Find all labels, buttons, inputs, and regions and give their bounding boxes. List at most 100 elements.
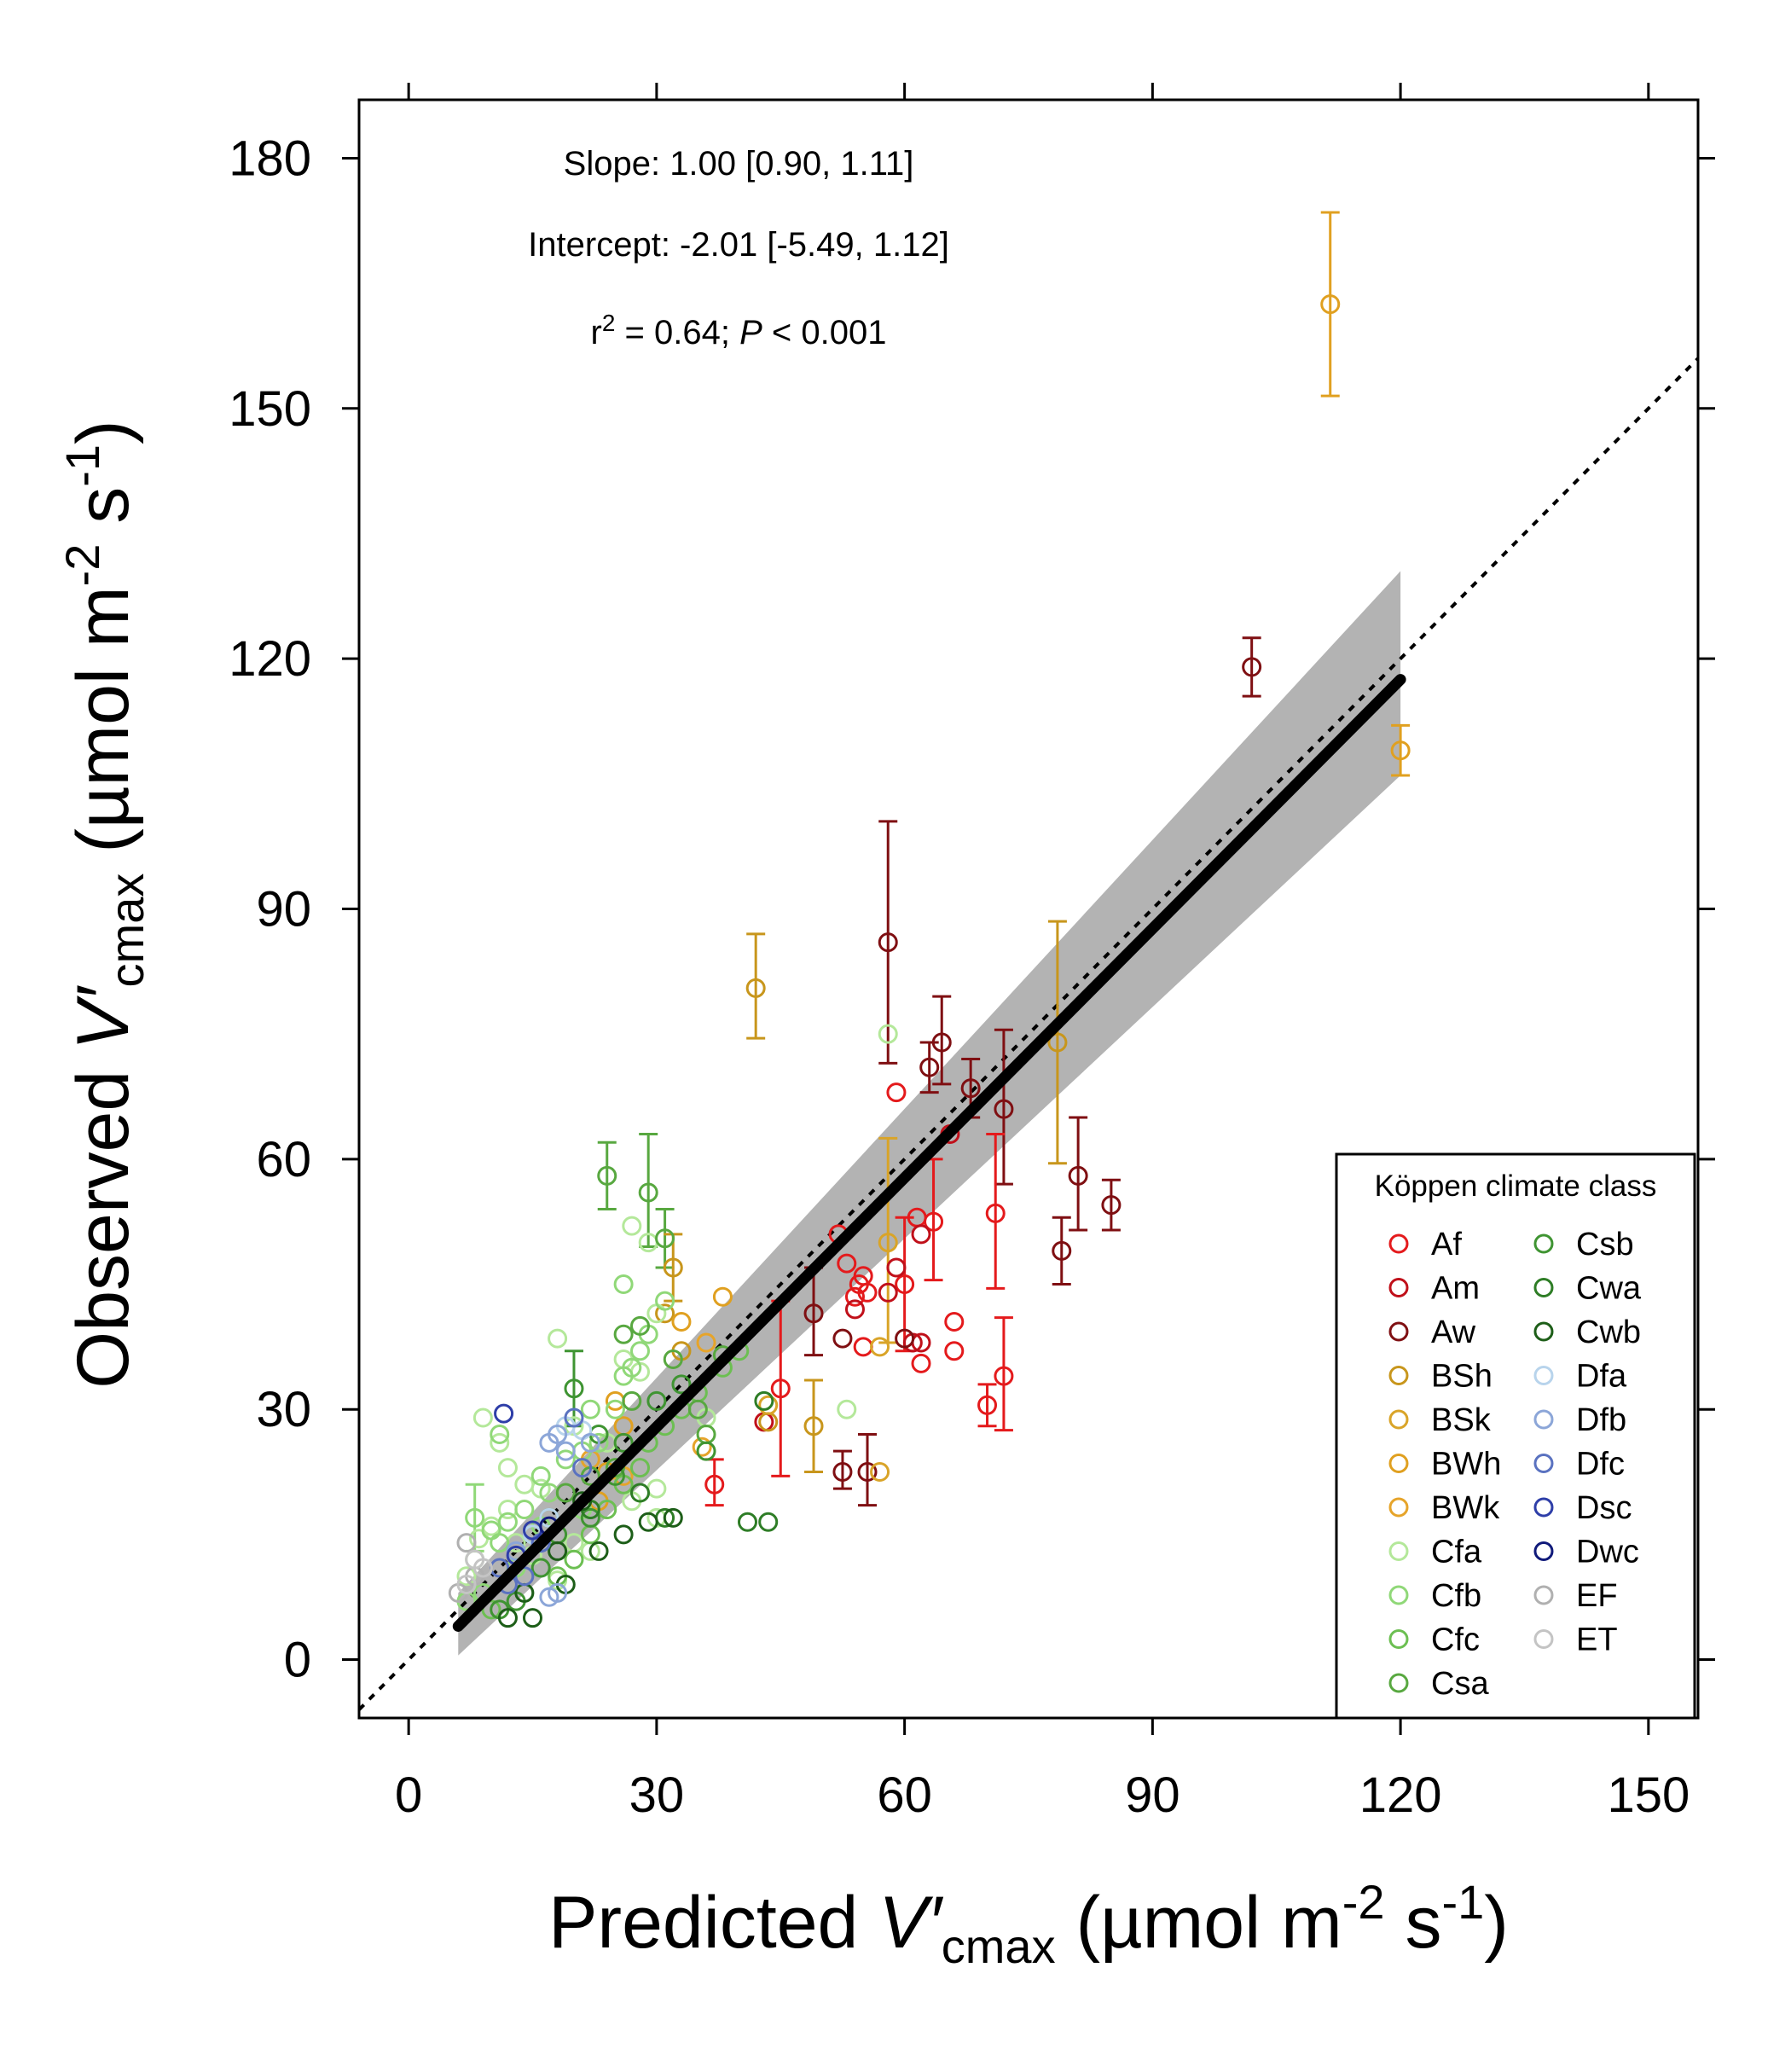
x-tick-label: 30 — [629, 1767, 685, 1823]
legend-entry: Am — [1388, 1271, 1480, 1307]
legend-entry: BSk — [1388, 1402, 1492, 1438]
data-point — [572, 1491, 593, 1512]
data-point — [758, 1512, 779, 1532]
legend-label: Csa — [1431, 1666, 1489, 1702]
legend: Köppen climate class Af Am Aw BSh BSk BWh BWk C… — [1335, 1152, 1696, 1720]
series-cwa — [580, 1390, 779, 1532]
legend-label: Cfb — [1431, 1578, 1481, 1614]
data-point — [870, 1337, 890, 1357]
legend-label: Cfc — [1431, 1622, 1480, 1658]
data-point — [530, 1558, 551, 1578]
legend-label: Dfa — [1576, 1359, 1627, 1395]
legend-label: Dsc — [1576, 1490, 1632, 1526]
legend-marker — [1388, 1454, 1409, 1473]
legend-entry: BSh — [1388, 1359, 1492, 1395]
x-tick-label: 90 — [1125, 1767, 1180, 1823]
error-bar — [1320, 211, 1340, 398]
data-point — [704, 1474, 725, 1495]
data-point — [646, 1478, 667, 1499]
data-point — [870, 1462, 890, 1483]
data-point — [555, 1441, 576, 1461]
data-point — [737, 1512, 757, 1532]
error-bar — [994, 1028, 1013, 1186]
data-point — [456, 1566, 477, 1587]
error-bar — [746, 932, 766, 1040]
x-tick-label: 0 — [395, 1767, 422, 1823]
data-point — [580, 1507, 600, 1528]
data-point — [994, 1099, 1014, 1119]
data-point — [481, 1599, 501, 1620]
data-point — [588, 1432, 609, 1453]
data-point — [497, 1458, 518, 1478]
slope-annotation: Slope: 1.00 [0.90, 1.11] — [564, 145, 914, 183]
data-point — [523, 1608, 543, 1628]
data-point — [663, 1349, 683, 1370]
data-point — [663, 1257, 683, 1278]
data-point — [646, 1390, 667, 1411]
legend-marker — [1533, 1541, 1554, 1561]
legend-entry: BWh — [1388, 1447, 1501, 1483]
data-point — [687, 1399, 708, 1419]
series-et — [456, 1549, 493, 1595]
data-point — [878, 932, 898, 953]
error-bar — [1047, 920, 1067, 1165]
data-point — [758, 1395, 779, 1415]
legend-entry: BWk — [1388, 1490, 1500, 1526]
y-tick-label: 150 — [229, 381, 311, 437]
data-point — [1047, 1032, 1068, 1053]
legend-label: BSk — [1431, 1402, 1492, 1438]
data-point — [655, 1303, 675, 1324]
data-point — [613, 1432, 634, 1453]
data-point — [490, 1533, 510, 1553]
data-point — [456, 1533, 477, 1553]
data-point — [911, 1224, 931, 1245]
data-point — [472, 1407, 493, 1428]
data-point — [597, 1165, 617, 1186]
legend-marker — [1533, 1233, 1554, 1254]
legend-label: Cfa — [1431, 1535, 1482, 1570]
data-point — [832, 1328, 853, 1349]
stats-annotation: Slope: 1.00 [0.90, 1.11] Intercept: -2.0… — [528, 145, 949, 351]
legend-marker — [1388, 1278, 1409, 1297]
legend-entry: Cfa — [1388, 1535, 1482, 1570]
legend-entry: Dfb — [1533, 1402, 1626, 1438]
error-bar — [564, 1349, 583, 1428]
data-point — [886, 1082, 907, 1103]
data-point — [671, 1312, 692, 1332]
data-point — [878, 1233, 898, 1253]
legend-marker — [1388, 1673, 1409, 1693]
error-bar — [878, 820, 898, 1065]
data-point — [548, 1541, 568, 1561]
legend-label: ET — [1576, 1622, 1618, 1658]
y-tick-label: 90 — [256, 882, 311, 937]
data-point — [564, 1549, 584, 1570]
data-points — [448, 294, 1411, 1628]
data-point — [960, 1078, 981, 1099]
data-point — [837, 1253, 857, 1274]
data-point — [944, 1341, 965, 1361]
error-bar — [932, 995, 952, 1086]
data-point — [630, 1458, 651, 1478]
data-point — [985, 1203, 1006, 1223]
data-point — [564, 1407, 584, 1428]
legend-label: Am — [1431, 1271, 1480, 1307]
data-point — [630, 1341, 651, 1361]
error-bars — [465, 211, 1411, 1553]
data-point — [655, 1228, 675, 1249]
legend-entry: EF — [1533, 1578, 1618, 1614]
data-point — [1052, 1240, 1072, 1261]
data-point — [630, 1483, 651, 1503]
data-point — [712, 1286, 733, 1307]
y-axis-ticks: 0 30 60 90 120 150 180 — [229, 131, 1715, 1688]
data-point — [605, 1399, 625, 1419]
x-tick-label: 150 — [1607, 1767, 1690, 1823]
legend-marker — [1533, 1409, 1554, 1430]
error-bar — [1101, 1178, 1121, 1232]
data-point — [622, 1357, 642, 1378]
legend-label: Dfc — [1576, 1447, 1625, 1483]
error-bar — [977, 1383, 997, 1428]
data-point — [832, 1462, 853, 1483]
error-bar — [832, 1449, 852, 1490]
x-tick-label: 120 — [1359, 1767, 1442, 1823]
data-point — [977, 1395, 998, 1415]
